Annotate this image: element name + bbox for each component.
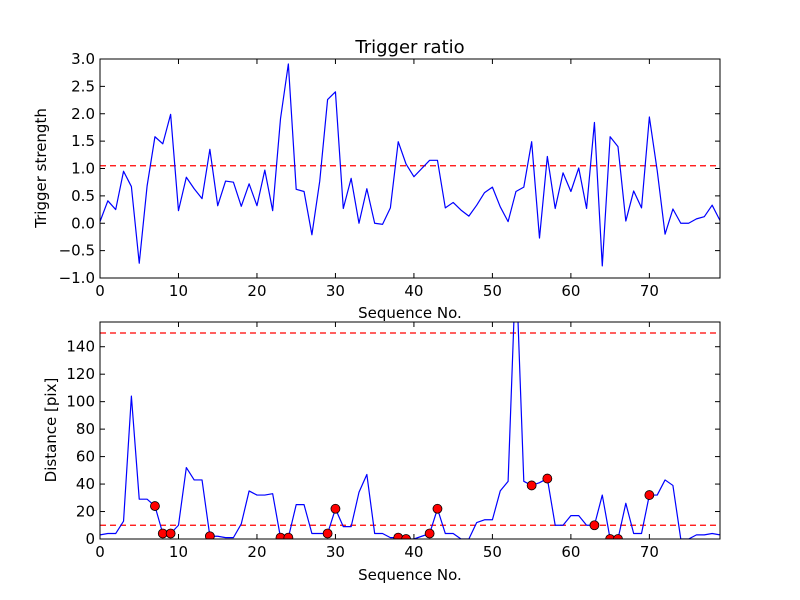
x-ticks: 0 10 20 30 40 50 60 70 — [95, 322, 659, 561]
x-tick-label: 30 — [326, 543, 345, 561]
trigger-ratio-plot: Trigger ratio 0 10 20 30 40 50 60 70 −1.0 −0.5 0.… — [32, 37, 721, 322]
x-axis-label: Sequence No. — [358, 304, 462, 322]
plot-frame — [99, 321, 721, 540]
y-ticks: −1.0 −0.5 0.0 0.5 1.0 1.5 2.0 2.5 3.0 — [59, 50, 720, 287]
x-tick-label: 40 — [404, 282, 423, 300]
outlier-point — [424, 528, 435, 539]
y-tick-label: 120 — [66, 365, 95, 383]
outlier-point — [542, 473, 553, 484]
y-ticks: 0 20 40 60 80 100 120 140 — [66, 338, 720, 548]
y-tick-label: 60 — [76, 448, 95, 466]
outlier-point — [330, 503, 341, 514]
outlier-point — [322, 528, 333, 539]
x-tick-label: 20 — [247, 282, 266, 300]
outlier-point — [613, 534, 623, 539]
y-tick-label: 0 — [85, 530, 95, 548]
series-line — [100, 63, 720, 267]
outlier-point — [204, 531, 215, 539]
y-tick-label: 3.0 — [71, 50, 95, 68]
distance-plot: 0 10 20 30 40 50 60 70 0 20 40 60 80 100 120 140 Seque… — [42, 321, 721, 584]
trigger-strength-series — [100, 63, 720, 267]
outlier-point — [432, 503, 443, 514]
x-tick-label: 10 — [169, 543, 188, 561]
x-tick-label: 20 — [247, 543, 266, 561]
x-tick-label: 50 — [483, 282, 502, 300]
x-tick-label: 60 — [561, 543, 580, 561]
y-tick-label: 40 — [76, 475, 95, 493]
y-tick-label: 1.0 — [71, 160, 95, 178]
plot-frame — [99, 58, 721, 279]
x-ticks: 0 10 20 30 40 50 60 70 — [95, 59, 659, 300]
x-tick-label: 30 — [326, 282, 345, 300]
y-tick-label: 0.5 — [71, 187, 95, 205]
y-tick-label: 100 — [66, 393, 95, 411]
x-tick-label: 0 — [95, 282, 105, 300]
y-tick-label: 2.5 — [71, 77, 95, 95]
outlier-point — [401, 534, 411, 539]
x-axis-label: Sequence No. — [358, 566, 462, 584]
y-tick-label: 0.0 — [71, 214, 95, 232]
y-axis-label: Trigger strength — [32, 108, 50, 229]
x-tick-label: 70 — [640, 543, 659, 561]
y-tick-label: −0.5 — [59, 242, 95, 260]
x-tick-label: 40 — [404, 543, 423, 561]
x-tick-label: 50 — [483, 543, 502, 561]
x-tick-label: 70 — [640, 282, 659, 300]
y-axis-label: Distance [pix] — [42, 378, 60, 483]
outlier-point — [283, 532, 294, 539]
outlier-point — [165, 528, 176, 539]
outlier-point — [605, 534, 616, 539]
distance-series — [100, 322, 720, 539]
y-tick-label: 1.5 — [71, 132, 95, 150]
y-tick-label: 80 — [76, 420, 95, 438]
x-tick-label: 10 — [169, 282, 188, 300]
chart-title: Trigger ratio — [354, 37, 464, 58]
x-tick-label: 60 — [561, 282, 580, 300]
x-tick-label: 0 — [95, 543, 105, 561]
y-tick-label: −1.0 — [59, 269, 95, 287]
y-tick-label: 140 — [66, 338, 95, 356]
y-tick-label: 2.0 — [71, 105, 95, 123]
series-line — [100, 322, 720, 539]
outlier-point — [526, 480, 537, 491]
outlier-point — [589, 520, 600, 531]
outlier-point — [644, 490, 655, 500]
y-tick-label: 20 — [76, 503, 95, 521]
outlier-point — [150, 501, 160, 511]
